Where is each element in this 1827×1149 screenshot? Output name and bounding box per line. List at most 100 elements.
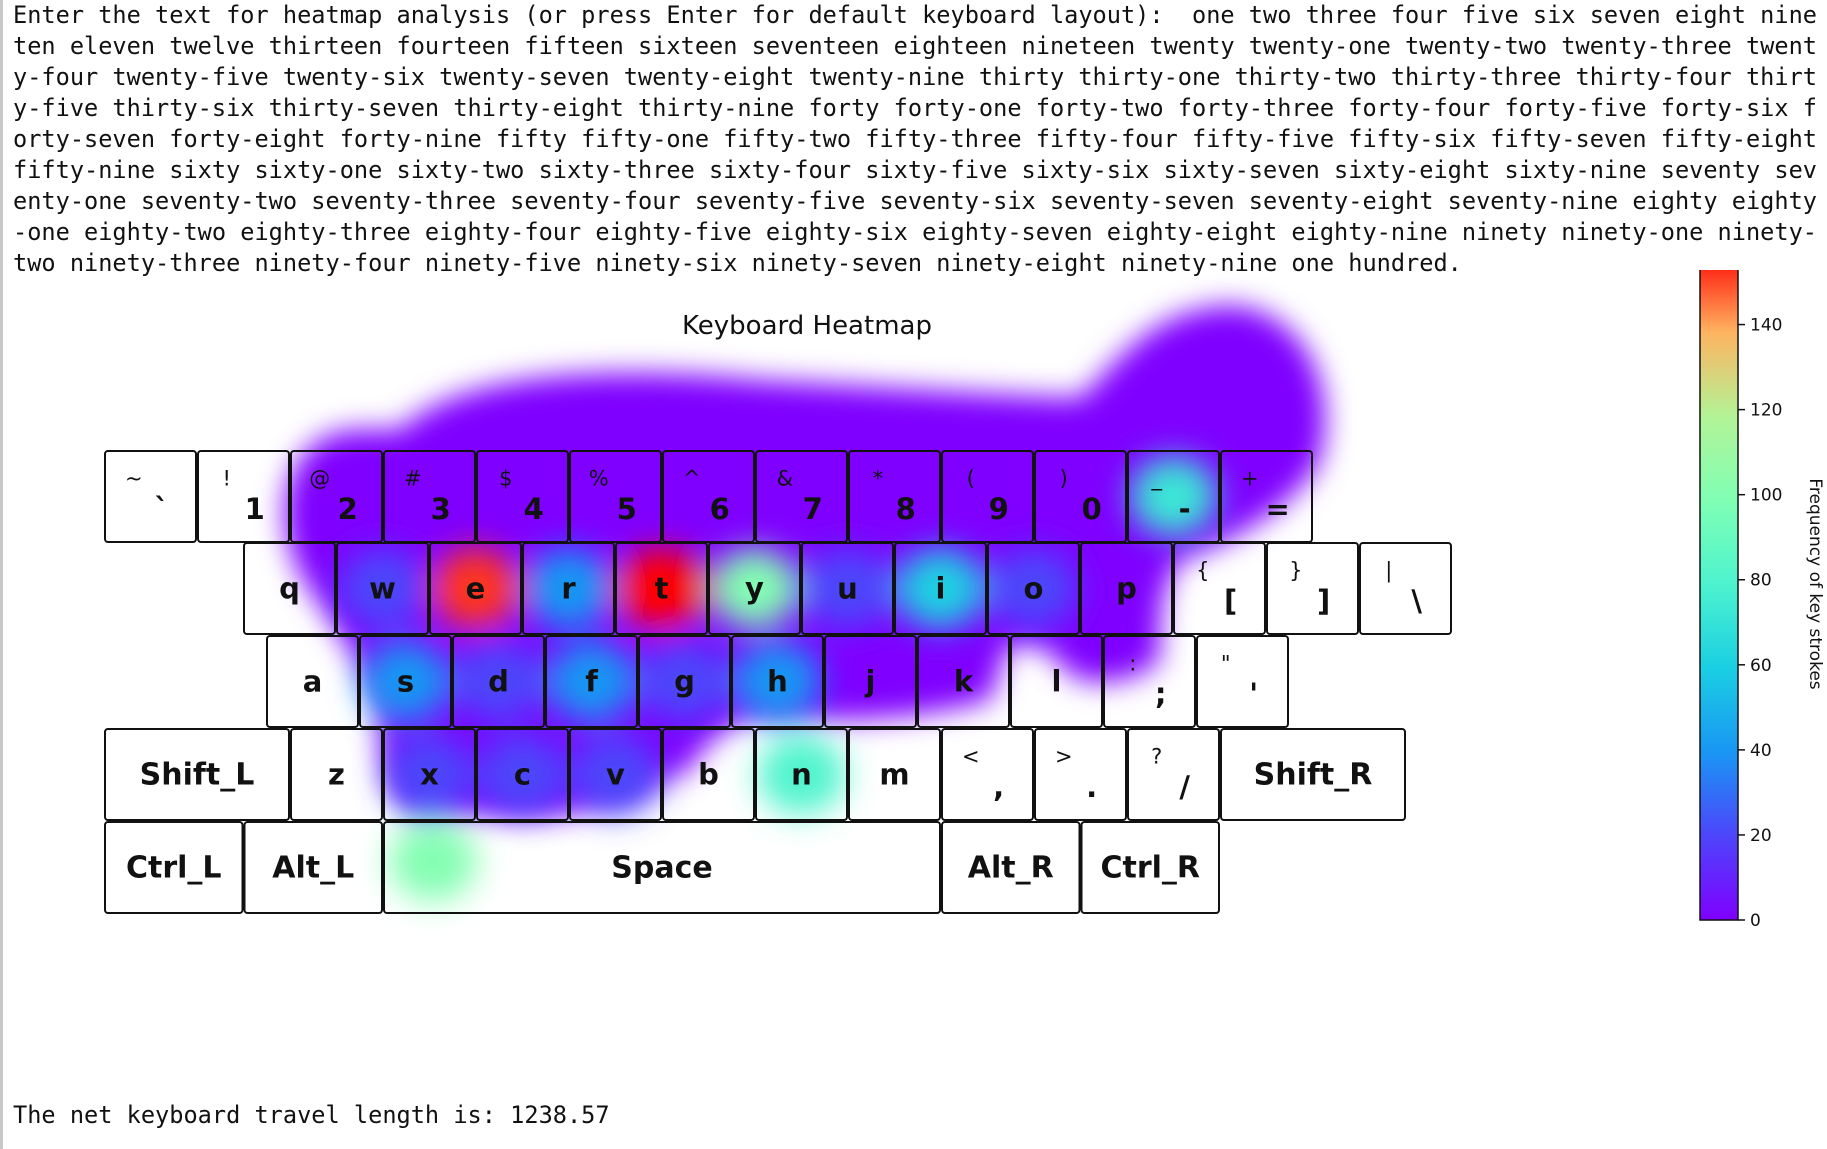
key-label-3: 3: [431, 492, 451, 526]
key-cap-6: [662, 450, 755, 543]
key-cap-alt_l: [243, 821, 383, 914]
key-label-4: 4: [524, 492, 544, 526]
key-ctrl_r: Ctrl_R: [1080, 821, 1220, 914]
chart-title: Keyboard Heatmap: [682, 311, 932, 341]
key-label-backslash: \: [1411, 584, 1422, 618]
key-cap-shift_l: [104, 728, 290, 821]
key-e: e: [429, 542, 522, 635]
key-label-2: 2: [338, 492, 358, 526]
key-b: b: [662, 728, 755, 821]
key-cap-4: [476, 450, 569, 543]
key-cap-o: [987, 542, 1080, 635]
console-input-line: Enter the text for heatmap analysis (or …: [13, 0, 1823, 279]
key-cap-alt_r: [941, 821, 1081, 914]
key-label-slash: /: [1179, 770, 1190, 804]
key-cap-9: [941, 450, 1034, 543]
key-cap-1: [197, 450, 290, 543]
key-5: 5%: [569, 450, 662, 543]
colorbar-ticks: 0 20 40 60 80 100 120 140: [1738, 316, 1782, 931]
key-label-quote: ': [1249, 677, 1258, 711]
keyboard-heatmap-svg: Keyboard Heatmap `~1!2@3#4$5%6^7&8*9(0)-…: [104, 247, 1825, 931]
key-label-t: t: [655, 572, 669, 606]
key-label-f: f: [585, 665, 598, 699]
key-shift-label-2: @: [309, 466, 330, 490]
key-m: m: [848, 728, 941, 821]
key-cap-b: [662, 728, 755, 821]
colorbar-tick-label-40: 40: [1750, 741, 1772, 761]
keyboard-keys: `~1!2@3#4$5%6^7&8*9(0)-_=+q w e r t y u i o p[{]}…: [104, 450, 1452, 914]
key-label-q: q: [279, 572, 300, 606]
key-shift-label-rbracket: }: [1289, 558, 1302, 582]
key-c: c: [476, 728, 569, 821]
heat-spot-c: [478, 734, 567, 815]
key-label-j: j: [865, 665, 876, 699]
key-cap-shift_r: [1220, 728, 1406, 821]
heat-spot-minus: [1129, 456, 1218, 537]
key-period: .>: [1034, 728, 1127, 821]
console-typed-input: one two three four five six seven eight …: [13, 1, 1817, 277]
key-cap-7: [755, 450, 848, 543]
key-cap-period: [1034, 728, 1127, 821]
key-cap-space: [383, 821, 941, 914]
key-label-ctrl_l: Ctrl_L: [126, 851, 222, 886]
key-0: 0): [1034, 450, 1127, 543]
key-cap-g: [638, 635, 731, 728]
colorbar-tick-label-60: 60: [1750, 656, 1772, 676]
key-label-c: c: [514, 758, 531, 792]
key-label-y: y: [745, 572, 764, 606]
key-comma: ,<: [941, 728, 1034, 821]
key-shift-label-8: *: [873, 466, 884, 490]
key-2: 2@: [290, 450, 383, 543]
key-shift-label-comma: <: [962, 744, 980, 768]
heat-spot-g: [640, 641, 729, 722]
key-cap-s: [359, 635, 452, 728]
key-backslash: \|: [1359, 542, 1452, 635]
key-label-b: b: [698, 758, 719, 792]
key-shift-label-semicolon: :: [1129, 651, 1136, 675]
key-lbracket: [{: [1173, 542, 1266, 635]
heat-spot-h: [733, 641, 822, 722]
key-ctrl_l: Ctrl_L: [104, 821, 244, 914]
key-k: k: [917, 635, 1010, 728]
key-label-equal: =: [1266, 492, 1290, 526]
key-label-lbracket: [: [1224, 584, 1237, 618]
key-label-g: g: [674, 665, 695, 699]
colorbar-tick-label-140: 140: [1750, 316, 1782, 336]
heat-spot-e: [431, 548, 520, 629]
key-minus: -_: [1127, 450, 1220, 543]
key-shift-label-quote: ": [1221, 651, 1231, 675]
key-shift-label-0: ): [1060, 466, 1068, 490]
key-label-9: 9: [989, 492, 1009, 526]
key-w: w: [336, 542, 429, 635]
heat-spot-u: [803, 548, 892, 629]
key-cap-equal: [1220, 450, 1313, 543]
key-7: 7&: [755, 450, 848, 543]
key-cap-p: [1080, 542, 1173, 635]
key-label-0: 0: [1082, 492, 1102, 526]
key-shift-label-1: !: [223, 466, 231, 490]
key-label-period: .: [1086, 770, 1097, 804]
key-t: t: [615, 542, 708, 635]
colorbar-tick-label-0: 0: [1750, 911, 1761, 931]
colorbar-label: Frequency of key strokes: [1805, 478, 1825, 689]
key-shift-label-equal: +: [1241, 466, 1259, 490]
console-prompt: Enter the text for heatmap analysis (or …: [13, 1, 1178, 29]
key-r: r: [522, 542, 615, 635]
key-label-shift_l: Shift_L: [140, 758, 255, 793]
key-cap-r: [522, 542, 615, 635]
key-f: f: [545, 635, 638, 728]
key-cap-lbracket: [1173, 542, 1266, 635]
key-3: 3#: [383, 450, 476, 543]
key-cap-rbracket: [1266, 542, 1359, 635]
key-label-d: d: [488, 665, 509, 699]
key-shift-label-period: >: [1055, 744, 1073, 768]
key-shift_r: Shift_R: [1220, 728, 1406, 821]
key-cap-t: [615, 542, 708, 635]
key-cap-semicolon: [1103, 635, 1196, 728]
key-label-n: n: [791, 758, 812, 792]
key-cap-ctrl_r: [1080, 821, 1220, 914]
key-semicolon: ;:: [1103, 635, 1196, 728]
key-8: 8*: [848, 450, 941, 543]
key-label-rbracket: ]: [1317, 584, 1330, 618]
key-cap-c: [476, 728, 569, 821]
